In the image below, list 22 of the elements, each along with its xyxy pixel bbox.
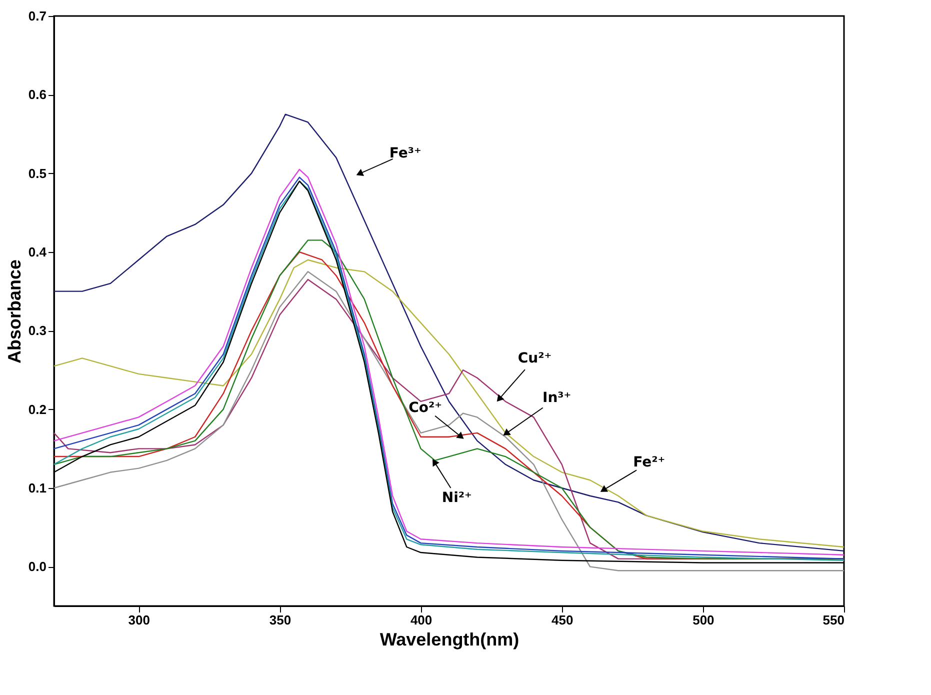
y-tick-label: 0.2 xyxy=(28,402,46,417)
annotation: Fe²⁺ xyxy=(633,454,666,471)
y-tick-label: 0.5 xyxy=(28,166,46,181)
y-axis-title: Absorbance xyxy=(4,259,24,364)
annotation: Co²⁺ xyxy=(408,400,442,416)
y-tick-label: 0.4 xyxy=(28,244,48,260)
x-tick-label: 300 xyxy=(128,612,150,628)
y-tick-label: 0.1 xyxy=(28,480,46,496)
y-tick-label: 0.0 xyxy=(28,559,46,574)
y-tick-label: 0.6 xyxy=(28,87,46,102)
annotation: Fe³⁺ xyxy=(389,145,422,162)
x-tick-label: 500 xyxy=(692,612,714,628)
x-tick-label: 350 xyxy=(269,612,292,628)
y-tick-label: 0.3 xyxy=(28,323,46,338)
x-tick-label: 550 xyxy=(822,612,844,628)
annotation: Cu²⁺ xyxy=(518,350,552,366)
annotation: Ni²⁺ xyxy=(442,490,472,506)
x-tick-label: 400 xyxy=(410,612,432,628)
x-axis-title: Wavelength(nm) xyxy=(380,630,520,650)
y-tick-label: 0.7 xyxy=(28,8,46,24)
annotation: In³⁺ xyxy=(542,390,572,406)
x-tick-label: 450 xyxy=(552,612,574,628)
